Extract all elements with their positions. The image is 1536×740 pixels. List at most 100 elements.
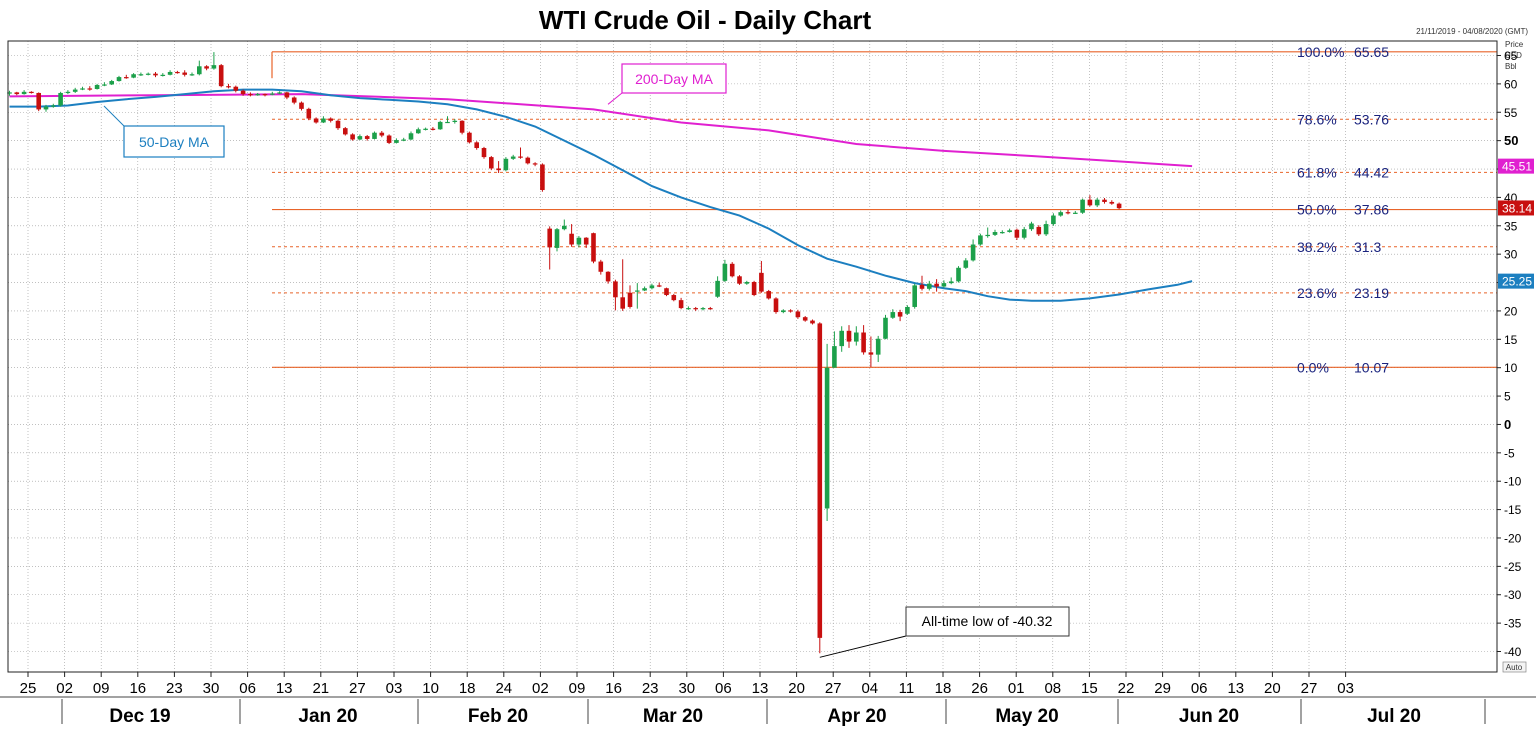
ma200-callout-line — [607, 92, 623, 105]
candle-body — [459, 120, 465, 133]
candle-body — [116, 77, 122, 82]
y-tick-label: -15 — [1504, 503, 1522, 517]
candle-body — [868, 352, 874, 355]
candle-body — [751, 281, 757, 296]
x-tick-label: 03 — [386, 680, 403, 697]
candle-body — [189, 74, 195, 76]
fib-percent-label: 100.0% — [1297, 44, 1344, 60]
candle-body — [854, 332, 859, 342]
candle-body — [386, 135, 392, 143]
y-tick-label: -25 — [1504, 560, 1522, 574]
candle-body — [423, 128, 428, 130]
candle-body — [240, 90, 246, 95]
ma50-line — [9, 88, 1193, 302]
x-tick-label: 15 — [1081, 680, 1098, 697]
candle-body — [102, 84, 107, 86]
price-tag-value: 38.14 — [1502, 201, 1532, 215]
candle-body — [766, 291, 771, 299]
candle-body — [883, 317, 888, 339]
candle-body — [481, 148, 487, 158]
candle-body — [708, 308, 713, 310]
y-tick-label: 15 — [1504, 333, 1518, 347]
candle-body — [218, 65, 224, 87]
candle-body — [978, 235, 983, 245]
fib-percent-label: 0.0% — [1297, 359, 1329, 375]
month-label: Apr 20 — [827, 706, 886, 727]
candle-body — [635, 290, 640, 292]
candle-body — [328, 118, 333, 121]
x-tick-label: 13 — [276, 680, 293, 697]
auto-scale-label: Auto — [1506, 663, 1523, 672]
candle-body — [693, 308, 698, 310]
candle-body — [262, 94, 268, 96]
candle-body — [1051, 215, 1056, 225]
month-label: Dec 19 — [109, 706, 170, 727]
candle-body — [175, 71, 180, 74]
x-tick-label: 10 — [422, 680, 439, 697]
price-label-line-2: USD — [1505, 51, 1522, 60]
moving-averages — [9, 88, 1193, 302]
y-tick-label: 5 — [1504, 390, 1511, 404]
ma50-callout-line — [103, 105, 125, 127]
candle-body — [737, 276, 742, 284]
y-tick-label: 10 — [1504, 361, 1518, 375]
plot-border — [7, 40, 1498, 673]
candle-body — [270, 93, 275, 95]
fibonacci-levels: 100.0% 65.65 78.6% 53.76 61.8% 44.42 50.0% 37.8… — [271, 44, 1497, 375]
candle-body — [897, 312, 903, 317]
candle-body — [948, 281, 954, 284]
candle-body — [474, 142, 479, 149]
candle-body — [503, 158, 509, 171]
x-tick-label: 08 — [1044, 680, 1061, 697]
candle-body — [598, 261, 604, 272]
candle-body — [1000, 232, 1005, 234]
fib-value-label: 44.42 — [1354, 164, 1389, 180]
month-label: Feb 20 — [468, 706, 528, 727]
candle-body — [576, 237, 582, 245]
x-tick-label: 27 — [349, 680, 366, 697]
fib-percent-label: 61.8% — [1297, 164, 1337, 180]
fib-value-label: 31.3 — [1354, 239, 1381, 255]
auto-scale-button[interactable] — [1502, 661, 1527, 673]
plot-frame — [0, 40, 1536, 698]
y-tick-label: -30 — [1504, 588, 1522, 602]
candle-body — [773, 298, 779, 313]
candle-body — [160, 74, 166, 76]
candle-body — [14, 92, 20, 95]
candle-body — [437, 121, 443, 130]
candle-body — [51, 105, 56, 107]
candle-body — [1014, 229, 1020, 238]
candle-body — [832, 346, 837, 368]
candle-body — [839, 330, 844, 347]
candle-body — [1029, 223, 1034, 230]
candle-body — [678, 300, 684, 309]
candle-body — [605, 271, 611, 282]
candle-body — [1065, 212, 1071, 214]
y-tick-label: 30 — [1504, 248, 1518, 262]
candle-body — [642, 288, 647, 291]
candle-body — [299, 102, 304, 109]
candle-body — [875, 338, 881, 355]
date-range: 21/11/2019 - 04/08/2020 (GMT) — [1416, 27, 1528, 36]
candle-body — [167, 71, 173, 75]
candle-body — [992, 232, 998, 235]
candle-body — [291, 97, 297, 103]
x-tick-label: 30 — [678, 680, 695, 697]
candle-body — [970, 244, 976, 261]
fib-percent-label: 50.0% — [1297, 202, 1337, 218]
x-tick-label: 20 — [788, 680, 805, 697]
candle-body — [357, 136, 363, 140]
x-tick-label: 13 — [752, 680, 769, 697]
x-tick-label: 13 — [1227, 680, 1244, 697]
x-tick-label: 18 — [459, 680, 476, 697]
candle-body — [109, 81, 114, 85]
y-tick-label: -5 — [1504, 446, 1515, 460]
x-tick-label: 30 — [203, 680, 220, 697]
x-tick-label: 02 — [56, 680, 73, 697]
candle-body — [1087, 199, 1093, 206]
fib-value-label: 23.19 — [1354, 285, 1389, 301]
candle-body — [1102, 199, 1107, 202]
candle-body — [540, 164, 545, 191]
candle-body — [1043, 224, 1049, 235]
candle-body — [306, 108, 312, 119]
